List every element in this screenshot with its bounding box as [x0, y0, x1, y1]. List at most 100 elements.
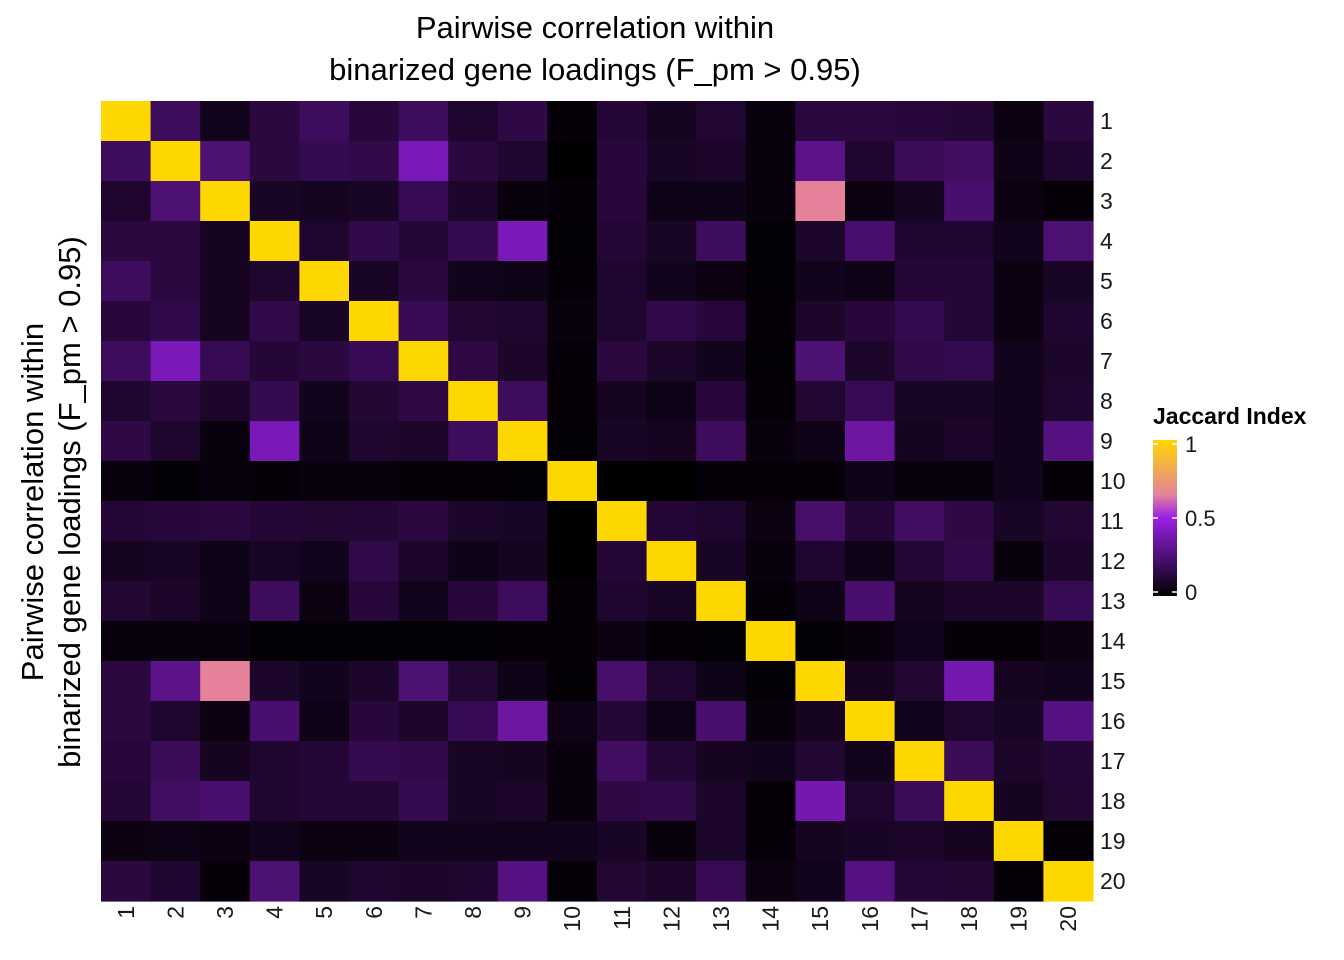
heatmap-cell-6-3 — [200, 301, 251, 342]
heatmap-cell-3-8 — [448, 181, 499, 222]
heatmap-cell-15-4 — [249, 661, 300, 702]
heatmap-cell-2-7 — [398, 141, 449, 182]
heatmap-cell-20-6 — [349, 861, 400, 902]
heatmap-cell-18-1 — [101, 781, 152, 822]
heatmap-cell-3-19 — [993, 181, 1044, 222]
heatmap-cell-15-10 — [547, 661, 598, 702]
heatmap-cell-7-5 — [299, 341, 350, 382]
heatmap-cell-3-12 — [646, 181, 697, 222]
x-tick-label-15: 15 — [807, 906, 833, 932]
heatmap-cell-3-15 — [795, 181, 846, 222]
heatmap-cell-11-15 — [795, 501, 846, 542]
heatmap-cell-5-20 — [1043, 261, 1094, 302]
chart-title-line-2: binarized gene loadings (F_pm > 0.95) — [329, 52, 861, 87]
heatmap-cell-9-7 — [398, 421, 449, 462]
heatmap-cell-19-2 — [150, 821, 201, 862]
heatmap-cell-8-2 — [150, 381, 201, 422]
heatmap-cell-13-1 — [101, 581, 152, 622]
legend-tick-label: 0 — [1185, 580, 1197, 605]
heatmap-cell-8-4 — [249, 381, 300, 422]
heatmap-cell-13-2 — [150, 581, 201, 622]
heatmap-cell-15-8 — [448, 661, 499, 702]
heatmap-cell-18-11 — [597, 781, 648, 822]
heatmap-cell-12-13 — [696, 541, 747, 582]
x-tick-label-4: 4 — [262, 906, 288, 919]
heatmap-cell-16-10 — [547, 701, 598, 742]
heatmap-cell-19-9 — [497, 821, 548, 862]
x-tick-label-10: 10 — [559, 906, 585, 932]
heatmap-cell-13-19 — [993, 581, 1044, 622]
heatmap-cell-15-2 — [150, 661, 201, 702]
heatmap-cell-10-8 — [448, 461, 499, 502]
heatmap-cell-3-1 — [101, 181, 152, 222]
heatmap-cell-4-14 — [745, 221, 796, 262]
heatmap-cell-4-9 — [497, 221, 548, 262]
heatmap-cell-6-20 — [1043, 301, 1094, 342]
heatmap-cell-15-14 — [745, 661, 796, 702]
heatmap-cell-19-8 — [448, 821, 499, 862]
heatmap-cell-15-20 — [1043, 661, 1094, 702]
heatmap-cell-16-7 — [398, 701, 449, 742]
heatmap-cell-17-13 — [696, 741, 747, 782]
heatmap-cell-11-5 — [299, 501, 350, 542]
heatmap-cell-9-11 — [597, 421, 648, 462]
heatmap-cell-6-10 — [547, 301, 598, 342]
heatmap-cell-13-18 — [944, 581, 995, 622]
x-tick-label-20: 20 — [1055, 906, 1081, 932]
heatmap-cell-2-8 — [448, 141, 499, 182]
heatmap-cell-14-6 — [349, 621, 400, 662]
heatmap-cell-19-17 — [894, 821, 945, 862]
heatmap-cell-1-18 — [944, 101, 995, 142]
x-tick-label-13: 13 — [708, 906, 734, 932]
heatmap-cell-13-7 — [398, 581, 449, 622]
heatmap-cell-7-12 — [646, 341, 697, 382]
heatmap-cell-6-18 — [944, 301, 995, 342]
heatmap-cell-16-12 — [646, 701, 697, 742]
heatmap-cell-9-15 — [795, 421, 846, 462]
heatmap-cell-8-3 — [200, 381, 251, 422]
heatmap-cell-10-15 — [795, 461, 846, 502]
heatmap-cell-6-4 — [249, 301, 300, 342]
heatmap-cell-9-2 — [150, 421, 201, 462]
heatmap-cell-6-2 — [150, 301, 201, 342]
heatmap-cell-9-13 — [696, 421, 747, 462]
heatmap-cell-18-9 — [497, 781, 548, 822]
heatmap-cell-19-3 — [200, 821, 251, 862]
heatmap-cell-12-20 — [1043, 541, 1094, 582]
heatmap-cell-20-9 — [497, 861, 548, 902]
heatmap-cell-17-2 — [150, 741, 201, 782]
heatmap-cell-19-11 — [597, 821, 648, 862]
heatmap-cell-20-18 — [944, 861, 995, 902]
heatmap-cell-15-9 — [497, 661, 548, 702]
heatmap-cell-18-3 — [200, 781, 251, 822]
heatmap-cell-6-9 — [497, 301, 548, 342]
heatmap-cell-9-10 — [547, 421, 598, 462]
y-tick-label-11: 11 — [1100, 508, 1124, 534]
heatmap-cell-17-12 — [646, 741, 697, 782]
heatmap-cell-15-17 — [894, 661, 945, 702]
heatmap-cell-5-17 — [894, 261, 945, 302]
heatmap-cell-14-14 — [745, 621, 796, 662]
heatmap-cell-11-20 — [1043, 501, 1094, 542]
heatmap-cell-11-2 — [150, 501, 201, 542]
heatmap-cell-9-4 — [249, 421, 300, 462]
heatmap-cell-20-17 — [894, 861, 945, 902]
heatmap-cell-6-13 — [696, 301, 747, 342]
heatmap-cell-14-19 — [993, 621, 1044, 662]
heatmap-cell-8-17 — [894, 381, 945, 422]
heatmap-cell-5-8 — [448, 261, 499, 302]
heatmap-cell-17-14 — [745, 741, 796, 782]
heatmap-cell-14-9 — [497, 621, 548, 662]
heatmap-cell-3-7 — [398, 181, 449, 222]
heatmap-cell-3-9 — [497, 181, 548, 222]
heatmap-cell-18-16 — [845, 781, 896, 822]
heatmap-cell-11-19 — [993, 501, 1044, 542]
heatmap-cell-3-20 — [1043, 181, 1094, 222]
heatmap-cell-2-6 — [349, 141, 400, 182]
heatmap-cell-8-6 — [349, 381, 400, 422]
heatmap-cell-3-18 — [944, 181, 995, 222]
heatmap-cell-18-14 — [745, 781, 796, 822]
heatmap-cell-16-8 — [448, 701, 499, 742]
heatmap-cell-14-20 — [1043, 621, 1094, 662]
